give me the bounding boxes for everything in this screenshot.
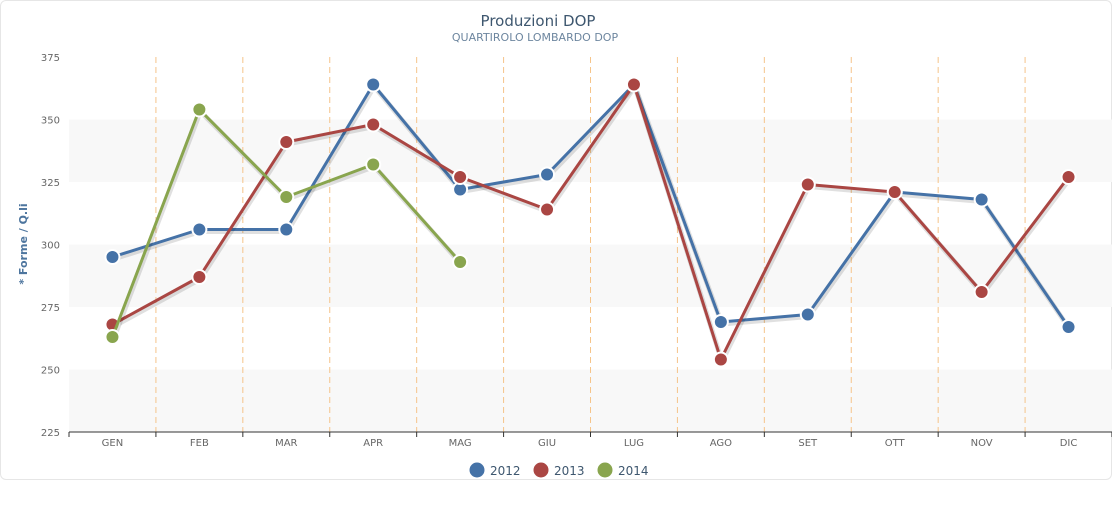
legend: 2012 2013 2014 [468, 461, 649, 479]
legend-marker [468, 461, 486, 479]
data-point [799, 176, 816, 193]
plot-bands [69, 119, 1112, 432]
data-point [539, 166, 556, 183]
data-point [365, 156, 382, 173]
y-tick-label: 300 [41, 241, 60, 252]
legend-label: 2014 [618, 464, 649, 478]
x-tick-label: NOV [971, 438, 993, 449]
x-tick-label: MAR [275, 438, 297, 449]
data-point [973, 191, 990, 208]
series-line [111, 83, 1070, 361]
data-point [539, 201, 556, 218]
legend-item-2013: 2013 [532, 461, 585, 479]
series-2013 [104, 76, 1077, 368]
y-tick-label: 375 [41, 53, 60, 64]
legend-label: 2012 [490, 464, 521, 478]
legend-marker [596, 461, 614, 479]
series-2012 [104, 76, 1077, 335]
legend-label: 2013 [554, 464, 585, 478]
data-point [1060, 169, 1077, 185]
x-tick-label: GIU [538, 438, 556, 449]
y-tick-label: 275 [41, 303, 60, 314]
x-tick-label: MAG [449, 438, 472, 449]
y-tick-label: 250 [41, 366, 60, 377]
data-point [104, 329, 121, 345]
data-point [1060, 319, 1077, 335]
data-point [278, 134, 295, 150]
y-tick-label: 350 [41, 116, 60, 127]
data-point [278, 221, 295, 238]
x-tick-label: AGO [710, 438, 732, 449]
x-tick-label: GEN [102, 438, 124, 449]
series-line [112, 83, 1070, 328]
legend-item-2012: 2012 [468, 461, 521, 479]
x-tick-label: SET [798, 438, 818, 449]
y-axis-label: * Forme / Q.li [17, 203, 30, 284]
x-tick-label: FEB [190, 438, 209, 449]
legend-item-2014: 2014 [596, 461, 649, 479]
data-point [625, 76, 642, 93]
data-point [191, 269, 208, 285]
x-tick-label: LUG [624, 438, 644, 449]
series-group [104, 76, 1077, 368]
chart-title: Produzioni DOP [481, 12, 596, 30]
series-line-shadow [112, 84, 1072, 331]
data-point [278, 189, 295, 205]
data-point [712, 314, 729, 330]
y-tick-label: 225 [41, 428, 60, 439]
chart-subtitle: QUARTIROLO LOMBARDO DOP [452, 31, 619, 44]
y-tick-label: 325 [41, 178, 60, 189]
plot-band [69, 244, 1112, 307]
data-point [104, 249, 121, 265]
series-2014 [104, 101, 469, 345]
x-tick-label: APR [363, 438, 383, 449]
axes [68, 431, 1112, 437]
legend-marker [532, 461, 550, 479]
data-point [886, 184, 903, 200]
data-point [452, 254, 469, 270]
y-axis-ticks: 225 250 275 300 325 350 375 [41, 53, 60, 439]
data-point [799, 306, 816, 323]
vertical-grid [155, 57, 1026, 432]
x-tick-label: OTT [885, 438, 906, 449]
x-axis-ticks: GEN FEB MAR APR MAG GIU LUG AGO SET OTT NOV DIC [102, 438, 1078, 449]
data-point [712, 351, 729, 368]
data-point [191, 221, 208, 238]
chart-container: 225 250 275 300 325 350 375 GEN FEB MAR APR MAG GIU… [0, 0, 1112, 480]
x-tick-label: DIC [1060, 438, 1078, 449]
data-point [365, 116, 382, 133]
data-point [452, 169, 469, 185]
data-point [973, 284, 990, 300]
data-point [191, 101, 208, 118]
data-point [365, 76, 382, 93]
